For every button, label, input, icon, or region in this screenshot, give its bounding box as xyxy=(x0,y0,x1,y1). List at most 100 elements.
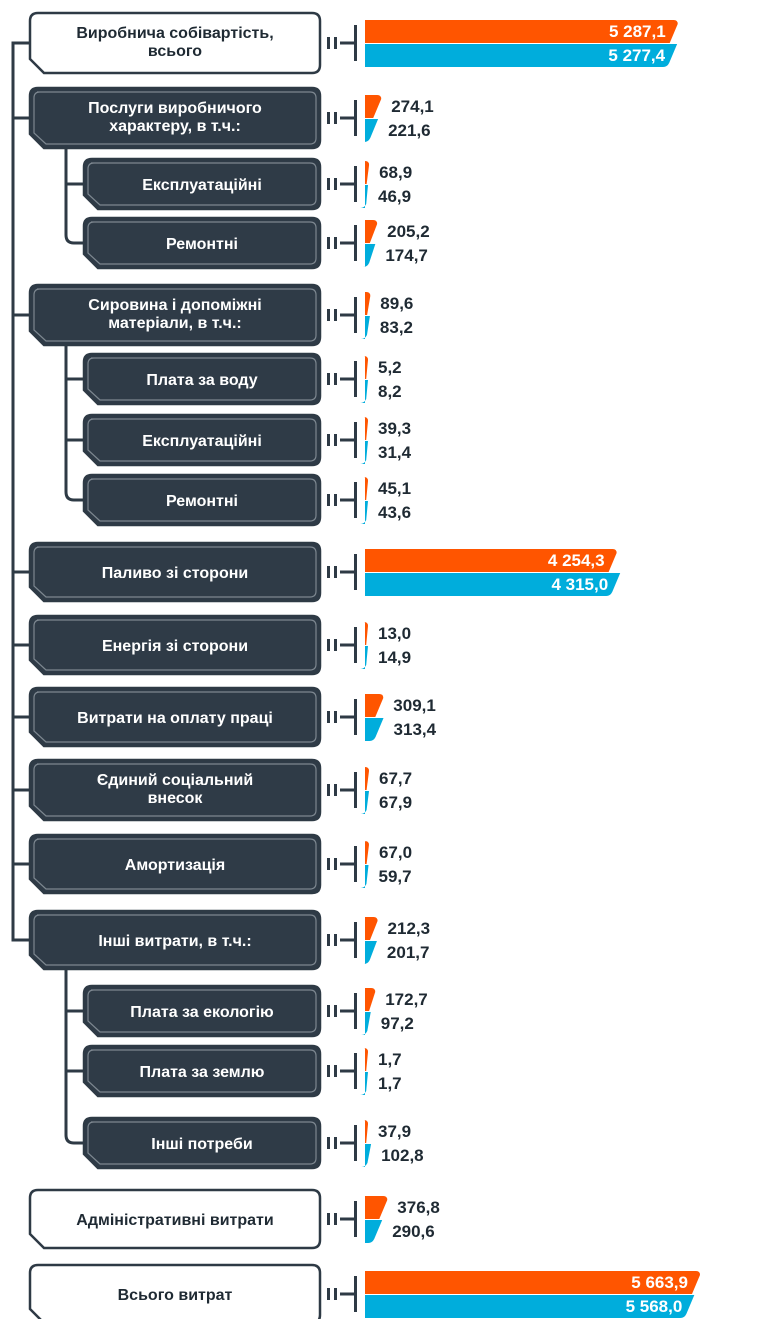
value-label-series-2: 8,2 xyxy=(378,382,402,401)
category-box-inner-frame xyxy=(33,838,317,890)
bar-series-1 xyxy=(365,694,384,717)
bar-series-2 xyxy=(360,316,370,339)
category-box-frame xyxy=(28,1188,322,1250)
value-label-series-1: 172,7 xyxy=(385,990,428,1009)
category-label: матеріали, в т.ч.: xyxy=(108,315,241,332)
value-label-series-2: 97,2 xyxy=(381,1014,414,1033)
bar-series-2 xyxy=(365,1295,695,1318)
category-box-frame xyxy=(82,1044,322,1098)
category-box-frame xyxy=(28,541,322,603)
category-box-frame xyxy=(28,758,322,822)
category-box-frame xyxy=(28,833,322,895)
category-box: Ремонтні xyxy=(82,216,322,270)
bar-series-2 xyxy=(365,44,678,67)
bar-series-1 xyxy=(365,767,370,790)
value-label-series-2: 290,6 xyxy=(392,1222,435,1241)
category-label: Сировина і допоміжні xyxy=(88,297,261,314)
value-label-series-2: 67,9 xyxy=(379,793,412,812)
category-box: Адміністративні витрати xyxy=(28,1188,322,1250)
value-label-series-1: 376,8 xyxy=(397,1198,440,1217)
bar-series-2 xyxy=(360,791,370,814)
bar-series-1 xyxy=(365,161,370,184)
category-box-frame xyxy=(82,473,322,527)
value-label-series-2: 5 568,0 xyxy=(626,1297,683,1316)
bar-connector-icon xyxy=(327,1276,357,1312)
category-box-inner-frame xyxy=(87,418,317,462)
category-box-frame xyxy=(28,11,322,75)
trunk-line xyxy=(11,41,32,942)
category-box-frame xyxy=(28,909,322,971)
bar-series-1 xyxy=(365,1271,700,1294)
category-box-inner-frame xyxy=(87,1121,317,1165)
category-label: Енергія зі сторони xyxy=(102,638,248,655)
value-label-series-1: 67,0 xyxy=(379,843,412,862)
value-label-series-2: 46,9 xyxy=(378,187,411,206)
value-label-series-1: 67,7 xyxy=(379,769,412,788)
category-box-frame xyxy=(82,157,322,211)
bar-series-1 xyxy=(365,292,371,315)
bar-series-1 xyxy=(365,1196,388,1219)
value-label-series-1: 1,7 xyxy=(378,1050,402,1069)
category-label: характеру, в т.ч.: xyxy=(109,118,241,135)
bar-series-2 xyxy=(360,1072,368,1095)
category-box-frame xyxy=(28,283,322,347)
category-label: Плата за воду xyxy=(146,372,257,389)
category-box: Енергія зі сторони xyxy=(28,614,322,676)
category-box-frame xyxy=(28,686,322,748)
value-label-series-1: 45,1 xyxy=(378,479,411,498)
category-box: Всього витрат xyxy=(28,1263,322,1319)
value-label-series-1: 212,3 xyxy=(388,919,431,938)
category-box-inner-frame xyxy=(33,546,317,598)
category-box-inner-frame xyxy=(33,763,317,817)
category-label: внесок xyxy=(148,790,204,807)
category-box-inner-frame xyxy=(33,914,317,966)
category-label: Адміністративні витрати xyxy=(76,1212,273,1229)
category-box-frame xyxy=(82,984,322,1038)
category-label: Амортизація xyxy=(125,857,225,874)
bar-series-2 xyxy=(363,244,376,267)
category-label: Виробнича собівартість, xyxy=(76,25,273,42)
bar-connector-icon xyxy=(327,1125,357,1161)
value-label-series-1: 5 663,9 xyxy=(631,1273,688,1292)
bar-series-2 xyxy=(360,441,368,464)
value-label-series-2: 14,9 xyxy=(378,648,411,667)
category-box-frame xyxy=(28,1263,322,1319)
category-label: Послуги виробничого xyxy=(88,100,262,117)
category-box: Плата за воду xyxy=(82,352,322,406)
category-box: Інші потреби xyxy=(82,1116,322,1170)
bar-series-2 xyxy=(360,865,369,888)
bar-series-2 xyxy=(360,380,368,403)
category-box-inner-frame xyxy=(87,162,317,206)
bar-series-1 xyxy=(365,20,678,43)
category-box: Плата за землю xyxy=(82,1044,322,1098)
category-label: всього xyxy=(148,43,202,60)
sub-trunk-line xyxy=(64,343,86,502)
bar-series-2 xyxy=(361,1012,371,1035)
category-box-frame xyxy=(82,352,322,406)
bar-connector-icon xyxy=(327,993,357,1029)
bar-series-2 xyxy=(365,1220,383,1243)
bar-connector-icon xyxy=(327,361,357,397)
category-box: Ремонтні xyxy=(82,473,322,527)
value-label-series-1: 39,3 xyxy=(378,419,411,438)
value-label-series-1: 4 254,3 xyxy=(548,551,605,570)
category-box-frame xyxy=(82,1116,322,1170)
bar-series-2 xyxy=(363,941,377,964)
bar-connector-icon xyxy=(327,554,357,590)
category-label: Всього витрат xyxy=(118,1287,233,1304)
value-label-series-2: 221,6 xyxy=(388,121,431,140)
bar-series-1 xyxy=(365,988,376,1011)
bar-series-1 xyxy=(364,841,369,864)
value-label-series-1: 13,0 xyxy=(378,624,411,643)
value-label-series-2: 31,4 xyxy=(378,443,412,462)
bar-series-1 xyxy=(365,917,378,940)
category-box: Паливо зі сторони xyxy=(28,541,322,603)
bar-connector-icon xyxy=(327,772,357,808)
sub-trunk-line xyxy=(64,967,86,1145)
bar-series-2 xyxy=(360,646,368,669)
category-label: Плата за землю xyxy=(140,1064,265,1081)
category-box-inner-frame xyxy=(87,357,317,401)
value-label-series-2: 5 277,4 xyxy=(608,46,665,65)
